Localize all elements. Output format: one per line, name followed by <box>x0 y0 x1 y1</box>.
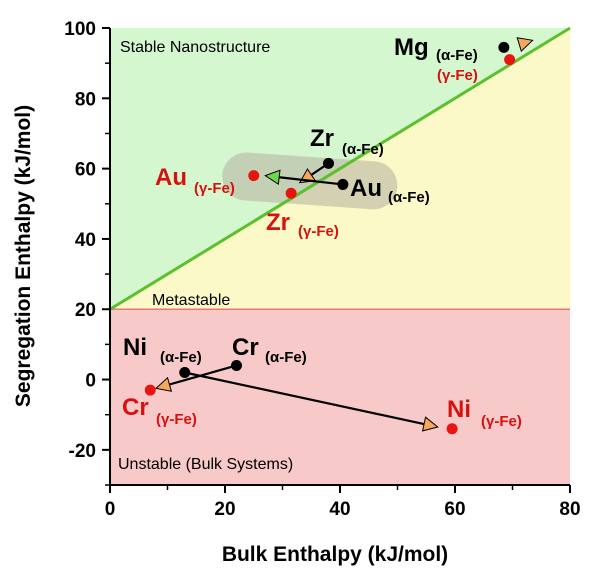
region-unstable <box>110 309 570 485</box>
arrows-layer <box>154 37 534 432</box>
arrow-head <box>154 376 173 392</box>
data-point <box>337 178 349 190</box>
point-label-ni: Ni <box>447 396 471 423</box>
point-label-cr: Cr <box>232 334 259 361</box>
data-point <box>231 359 242 371</box>
y-axis-title: Segregation Enthalpy (kJ/mol) <box>12 105 35 407</box>
y-tick-label: 100 <box>64 19 96 40</box>
point-label-au: Au <box>155 164 187 191</box>
data-point <box>498 41 510 53</box>
y-tick-label: 60 <box>75 160 96 181</box>
region-label-unstable: Unstable (Bulk Systems) <box>118 456 293 473</box>
point-phase-label: (α-Fe) <box>342 141 384 158</box>
point-phase-label: (γ-Fe) <box>298 223 339 240</box>
point-label-ni: Ni <box>123 334 147 361</box>
point-label-au: Au <box>350 175 382 202</box>
y-tick-label: 0 <box>85 371 96 392</box>
points-layer <box>144 41 516 435</box>
arrow-head <box>264 169 281 186</box>
data-point <box>144 384 156 396</box>
y-tick-label: 80 <box>75 89 96 110</box>
point-phase-label: (α-Fe) <box>265 349 307 366</box>
point-phase-label: (γ-Fe) <box>156 411 197 428</box>
arrow-shaft <box>169 364 237 386</box>
x-tick-label: 0 <box>105 499 116 520</box>
x-tick-label: 60 <box>444 499 465 520</box>
point-phase-label: (γ-Fe) <box>437 67 478 84</box>
x-tick-label: 80 <box>559 499 580 520</box>
data-point <box>504 54 516 66</box>
boundary-lines <box>109 26 571 311</box>
point-label-zr: Zr <box>310 125 334 152</box>
data-point <box>248 170 260 182</box>
arrow-shaft <box>184 371 425 426</box>
data-point <box>446 423 458 435</box>
arrow-shaft <box>279 176 343 186</box>
y-tick-label: 40 <box>75 230 96 251</box>
point-phase-label: (α-Fe) <box>160 349 202 366</box>
x-tick-label: 40 <box>329 499 350 520</box>
axes-layer: 0 20 40 60 80 -20 0 20 40 60 80 100 <box>64 19 580 520</box>
point-phase-label: (α-Fe) <box>436 47 478 64</box>
point-labels-layer: Mg (α-Fe) (γ-Fe) Zr (α-Fe) Zr (γ-Fe) Au (α-Fe) Au… <box>122 34 522 430</box>
point-phase-label: (γ-Fe) <box>194 180 235 197</box>
y-tick-label: 20 <box>75 300 96 321</box>
point-label-cr: Cr <box>122 394 149 421</box>
point-phase-label: (α-Fe) <box>388 189 430 206</box>
data-point <box>323 157 334 169</box>
arrow-head <box>421 416 439 432</box>
data-point <box>179 367 191 379</box>
x-tick-label: 20 <box>214 499 235 520</box>
region-label-metastable: Metastable <box>152 292 230 309</box>
y-tick-label: -20 <box>69 441 96 462</box>
diagonal-boundary-line <box>109 26 571 311</box>
data-point <box>285 187 297 199</box>
arrow-head <box>516 37 534 53</box>
point-label-mg: Mg <box>394 34 429 61</box>
x-axis-title: Bulk Enthalpy (kJ/mol) <box>222 543 448 566</box>
point-phase-label: (γ-Fe) <box>481 413 522 430</box>
point-label-zr: Zr <box>266 209 290 236</box>
region-label-stable: Stable Nanostructure <box>120 39 270 56</box>
